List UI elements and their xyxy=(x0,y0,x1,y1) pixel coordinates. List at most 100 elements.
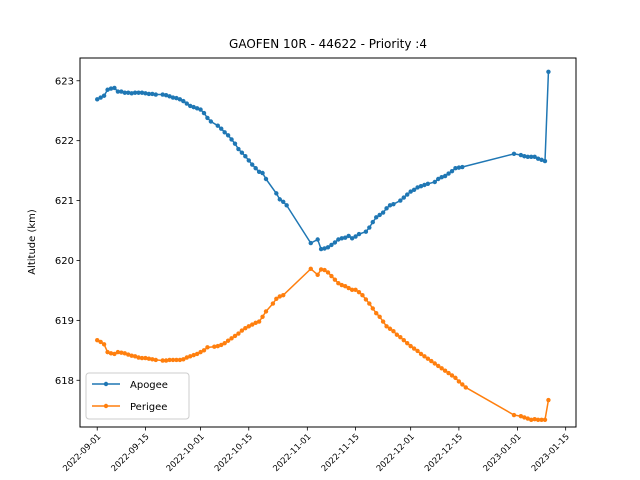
perigee-point-37 xyxy=(229,336,234,341)
perigee-point-30 xyxy=(201,348,207,353)
perigee-point-55 xyxy=(322,267,327,273)
perigee-point-50 xyxy=(277,294,282,299)
perigee-point-9 xyxy=(126,352,131,357)
legend-perigee-marker xyxy=(103,403,109,409)
y-tick-label-620: 620 xyxy=(55,256,74,267)
apogee-point-20 xyxy=(167,94,172,99)
apogee-point-72 xyxy=(384,206,389,211)
apogee-point-41 xyxy=(243,154,248,159)
perigee-point-74 xyxy=(387,326,393,331)
perigee-point-0 xyxy=(95,337,100,343)
apogee-point-67 xyxy=(367,225,372,230)
perigee-point-29 xyxy=(198,349,203,355)
perigee-point-57 xyxy=(329,273,334,279)
apogee-point-90 xyxy=(453,166,458,171)
apogee-point-60 xyxy=(339,236,344,241)
apogee-point-84 xyxy=(432,179,437,185)
perigee-point-13 xyxy=(139,355,145,361)
y-tick-label-619: 619 xyxy=(55,316,74,327)
apogee-point-38 xyxy=(232,141,238,146)
apogee-point-32 xyxy=(208,119,214,124)
perigee-point-35 xyxy=(222,340,227,346)
apogee-point-68 xyxy=(370,219,375,225)
perigee-point-53 xyxy=(315,272,320,278)
apogee-point-75 xyxy=(398,198,403,203)
y-tick-label-618: 618 xyxy=(55,376,74,387)
apogee-point-2 xyxy=(101,93,107,98)
perigee-point-51 xyxy=(281,293,286,298)
perigee-point-80 xyxy=(408,343,413,349)
apogee-point-99 xyxy=(535,156,541,161)
perigee-point-90 xyxy=(442,368,448,373)
apogee-point-85 xyxy=(436,176,441,182)
apogee-point-74 xyxy=(391,201,396,207)
perigee-point-33 xyxy=(215,343,220,349)
perigee-series xyxy=(95,266,551,423)
perigee-point-14 xyxy=(143,355,148,361)
chart-title: GAOFEN 10R - 44622 - Priority :4 xyxy=(229,37,427,51)
apogee-point-52 xyxy=(308,240,313,246)
perigee-point-39 xyxy=(236,331,241,336)
perigee-point-34 xyxy=(219,342,224,348)
apogee-point-70 xyxy=(377,212,382,218)
perigee-point-89 xyxy=(439,366,444,371)
perigee-point-28 xyxy=(194,351,200,357)
legend-perigee-label: Perigee xyxy=(130,402,167,413)
apogee-point-11 xyxy=(132,90,138,95)
perigee-point-63 xyxy=(349,287,355,293)
perigee-point-52 xyxy=(308,266,313,272)
perigee-point-62 xyxy=(346,285,351,291)
perigee-point-36 xyxy=(225,338,231,343)
apogee-series xyxy=(95,69,551,252)
apogee-point-96 xyxy=(525,154,530,160)
apogee-point-13 xyxy=(139,90,145,95)
perigee-point-97 xyxy=(511,412,517,418)
apogee-point-45 xyxy=(256,169,262,175)
perigee-point-24 xyxy=(181,357,186,362)
apogee-point-79 xyxy=(411,187,417,192)
perigee-point-95 xyxy=(460,382,465,387)
apogee-point-58 xyxy=(332,240,338,245)
perigee-point-45 xyxy=(256,319,262,324)
perigee-point-23 xyxy=(177,357,183,363)
perigee-point-1 xyxy=(98,339,103,345)
perigee-point-81 xyxy=(411,346,417,351)
apogee-point-25 xyxy=(184,101,189,106)
perigee-point-21 xyxy=(170,357,176,363)
perigee-point-71 xyxy=(377,314,382,319)
apogee-point-56 xyxy=(325,245,331,250)
perigee-point-3 xyxy=(105,349,110,355)
apogee-point-6 xyxy=(115,89,121,94)
perigee-point-2 xyxy=(101,342,107,347)
apogee-point-8 xyxy=(122,90,127,95)
y-tick-label-621: 621 xyxy=(55,196,74,207)
apogee-point-69 xyxy=(374,215,379,220)
perigee-point-11 xyxy=(132,354,138,359)
apogee-point-22 xyxy=(174,95,179,101)
apogee-point-43 xyxy=(250,162,255,167)
apogee-point-29 xyxy=(198,107,203,112)
perigee-point-32 xyxy=(212,344,217,349)
perigee-point-99 xyxy=(522,415,527,420)
series-layer xyxy=(95,69,551,423)
apogee-point-92 xyxy=(460,164,465,170)
perigee-point-20 xyxy=(167,357,172,363)
perigee-point-19 xyxy=(163,358,169,363)
apogee-point-16 xyxy=(150,91,155,97)
y-tick-label-622: 622 xyxy=(55,136,74,147)
apogee-point-91 xyxy=(456,165,462,170)
perigee-point-42 xyxy=(246,324,251,329)
perigee-point-79 xyxy=(405,340,410,346)
perigee-point-102 xyxy=(532,417,537,422)
y-axis: 618 619 620 621 622 623 xyxy=(55,76,80,387)
apogee-point-47 xyxy=(263,176,269,182)
perigee-point-70 xyxy=(374,310,379,316)
perigee-point-91 xyxy=(446,370,451,376)
apogee-point-23 xyxy=(177,97,183,102)
perigee-point-69 xyxy=(370,306,375,311)
apogee-point-55 xyxy=(322,246,327,251)
apogee-point-40 xyxy=(239,150,245,155)
y-tick-label-623: 623 xyxy=(55,76,74,87)
apogee-point-59 xyxy=(336,237,341,242)
